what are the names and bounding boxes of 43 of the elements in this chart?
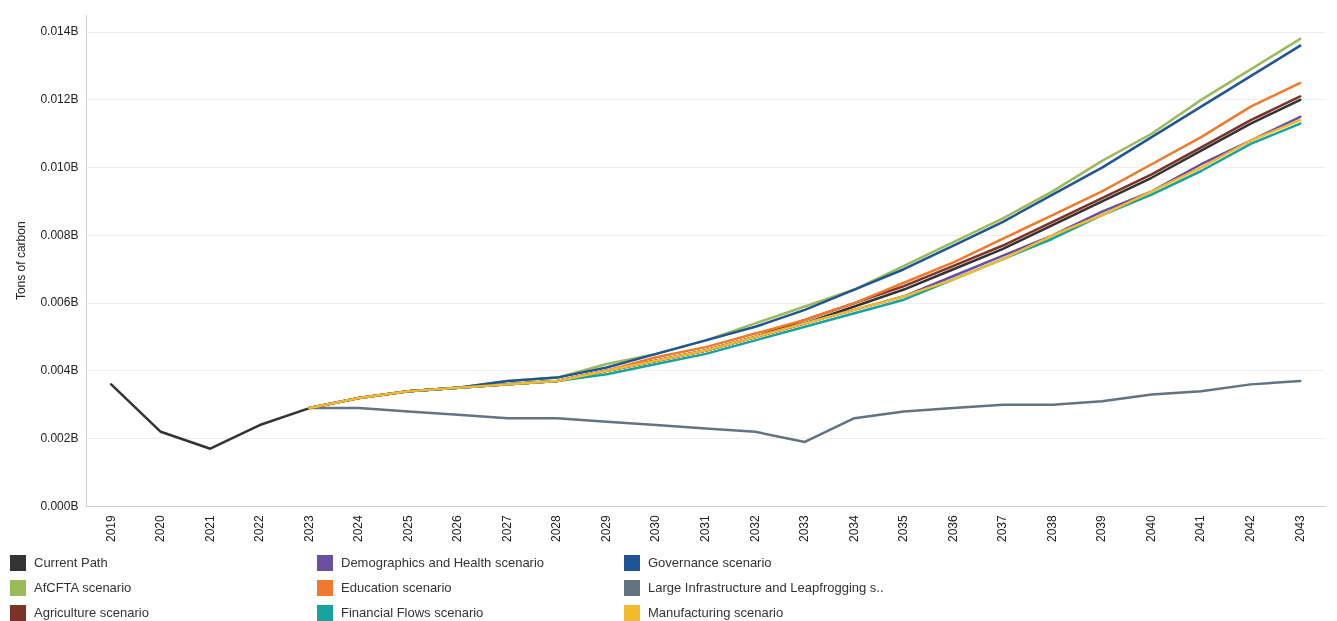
- legend-label: Manufacturing scenario: [648, 605, 784, 620]
- x-tick-label: 2032: [747, 514, 762, 543]
- x-tick-label: 2041: [1193, 514, 1208, 543]
- legend-label: AfCFTA scenario: [34, 580, 132, 595]
- y-tick-label: 0.012B: [40, 92, 79, 107]
- y-tick-label: 0.008B: [40, 227, 79, 242]
- y-tick-label: 0.006B: [40, 295, 79, 310]
- x-tick-label: 2035: [896, 514, 911, 543]
- x-tick-label: 2021: [202, 514, 217, 543]
- x-tick-label: 2028: [549, 514, 564, 543]
- legend-label: Demographics and Health scenario: [341, 555, 545, 570]
- x-tick-label: 2043: [1292, 514, 1307, 543]
- x-tick-label: 2025: [400, 514, 415, 543]
- x-tick-label: 2023: [301, 514, 316, 543]
- y-tick-label: 0.004B: [40, 363, 79, 378]
- y-tick-label: 0.010B: [40, 159, 79, 174]
- x-tick-label: 2031: [698, 514, 713, 543]
- y-tick-label: 0.000B: [40, 498, 79, 513]
- legend-label: Education scenario: [341, 580, 452, 595]
- x-tick-label: 2020: [153, 514, 168, 543]
- x-tick-label: 2033: [797, 514, 812, 543]
- x-tick-label: 2022: [252, 514, 267, 543]
- x-tick-label: 2042: [1243, 514, 1257, 543]
- x-tick-label: 2030: [648, 514, 663, 543]
- legend-label: Financial Flows scenario: [341, 605, 484, 620]
- x-tick-label: 2019: [103, 514, 118, 543]
- x-tick-label: 2027: [499, 514, 514, 543]
- y-axis-title: Tons of carbon: [13, 221, 28, 301]
- legend-label: Current Path: [34, 555, 108, 570]
- x-tick-label: 2039: [1094, 514, 1109, 543]
- legend-label: Agriculture scenario: [34, 605, 149, 620]
- x-tick-label: 2037: [995, 514, 1010, 543]
- x-tick-label: 2029: [598, 514, 613, 543]
- legend-label: Large Infrastructure and Leapfrogging s..: [648, 580, 884, 595]
- x-tick-label: 2026: [450, 514, 465, 543]
- y-tick-label: 0.002B: [40, 430, 79, 445]
- x-tick-label: 2038: [1044, 514, 1059, 543]
- x-tick-label: 2034: [846, 514, 861, 543]
- legend-label: Governance scenario: [648, 555, 772, 570]
- x-tick-label: 2040: [1143, 514, 1158, 543]
- y-tick-label: 0.014B: [40, 24, 79, 39]
- x-tick-label: 2036: [945, 514, 960, 543]
- x-tick-label: 2024: [351, 514, 366, 543]
